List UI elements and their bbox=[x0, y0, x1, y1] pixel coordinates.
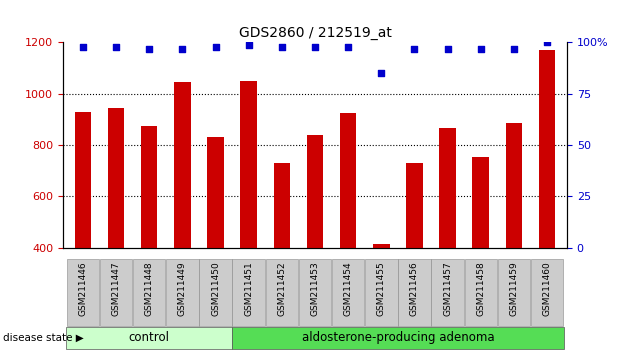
Point bbox=[277, 44, 287, 50]
Bar bbox=[74, 112, 91, 248]
Text: GSM211449: GSM211449 bbox=[178, 261, 187, 316]
Bar bbox=[307, 135, 323, 248]
Text: GSM211452: GSM211452 bbox=[277, 261, 287, 316]
Text: GSM211448: GSM211448 bbox=[145, 261, 154, 316]
FancyBboxPatch shape bbox=[332, 259, 364, 326]
Text: GSM211454: GSM211454 bbox=[343, 261, 353, 316]
Bar bbox=[241, 81, 257, 248]
Point bbox=[443, 46, 453, 51]
FancyBboxPatch shape bbox=[464, 259, 497, 326]
FancyBboxPatch shape bbox=[299, 259, 331, 326]
FancyBboxPatch shape bbox=[232, 327, 564, 349]
Point bbox=[210, 44, 220, 50]
Bar bbox=[539, 50, 556, 248]
Text: disease state ▶: disease state ▶ bbox=[3, 333, 84, 343]
Bar bbox=[141, 126, 158, 248]
Bar bbox=[406, 163, 423, 248]
Bar bbox=[174, 82, 191, 248]
Title: GDS2860 / 212519_at: GDS2860 / 212519_at bbox=[239, 26, 391, 40]
Text: GSM211453: GSM211453 bbox=[311, 261, 319, 316]
Text: GSM211455: GSM211455 bbox=[377, 261, 386, 316]
FancyBboxPatch shape bbox=[133, 259, 166, 326]
Point bbox=[542, 40, 552, 45]
FancyBboxPatch shape bbox=[199, 259, 232, 326]
Point bbox=[410, 46, 420, 51]
FancyBboxPatch shape bbox=[67, 259, 99, 326]
Text: GSM211459: GSM211459 bbox=[510, 261, 518, 316]
Point bbox=[343, 44, 353, 50]
FancyBboxPatch shape bbox=[232, 259, 265, 326]
Bar bbox=[506, 123, 522, 248]
FancyBboxPatch shape bbox=[166, 259, 198, 326]
Text: GSM211451: GSM211451 bbox=[244, 261, 253, 316]
Bar bbox=[373, 244, 389, 248]
Text: GSM211456: GSM211456 bbox=[410, 261, 419, 316]
Text: GSM211447: GSM211447 bbox=[112, 261, 120, 316]
Text: GSM211446: GSM211446 bbox=[78, 261, 88, 316]
FancyBboxPatch shape bbox=[398, 259, 431, 326]
Point bbox=[78, 44, 88, 50]
FancyBboxPatch shape bbox=[66, 327, 232, 349]
FancyBboxPatch shape bbox=[266, 259, 298, 326]
Text: control: control bbox=[129, 331, 169, 344]
Bar bbox=[108, 108, 124, 248]
Bar bbox=[340, 113, 357, 248]
Point bbox=[177, 46, 187, 51]
FancyBboxPatch shape bbox=[498, 259, 530, 326]
Bar bbox=[439, 129, 456, 248]
Bar bbox=[273, 163, 290, 248]
Text: GSM211458: GSM211458 bbox=[476, 261, 485, 316]
FancyBboxPatch shape bbox=[100, 259, 132, 326]
Text: aldosterone-producing adenoma: aldosterone-producing adenoma bbox=[302, 331, 494, 344]
Text: GSM211460: GSM211460 bbox=[542, 261, 552, 316]
Bar bbox=[207, 137, 224, 248]
Text: GSM211457: GSM211457 bbox=[443, 261, 452, 316]
Bar bbox=[472, 157, 489, 248]
Point bbox=[111, 44, 121, 50]
FancyBboxPatch shape bbox=[531, 259, 563, 326]
Text: GSM211450: GSM211450 bbox=[211, 261, 220, 316]
Point bbox=[376, 70, 386, 76]
FancyBboxPatch shape bbox=[432, 259, 464, 326]
FancyBboxPatch shape bbox=[365, 259, 398, 326]
Point bbox=[509, 46, 519, 51]
Point bbox=[310, 44, 320, 50]
Point bbox=[244, 42, 254, 47]
Point bbox=[144, 46, 154, 51]
Point bbox=[476, 46, 486, 51]
